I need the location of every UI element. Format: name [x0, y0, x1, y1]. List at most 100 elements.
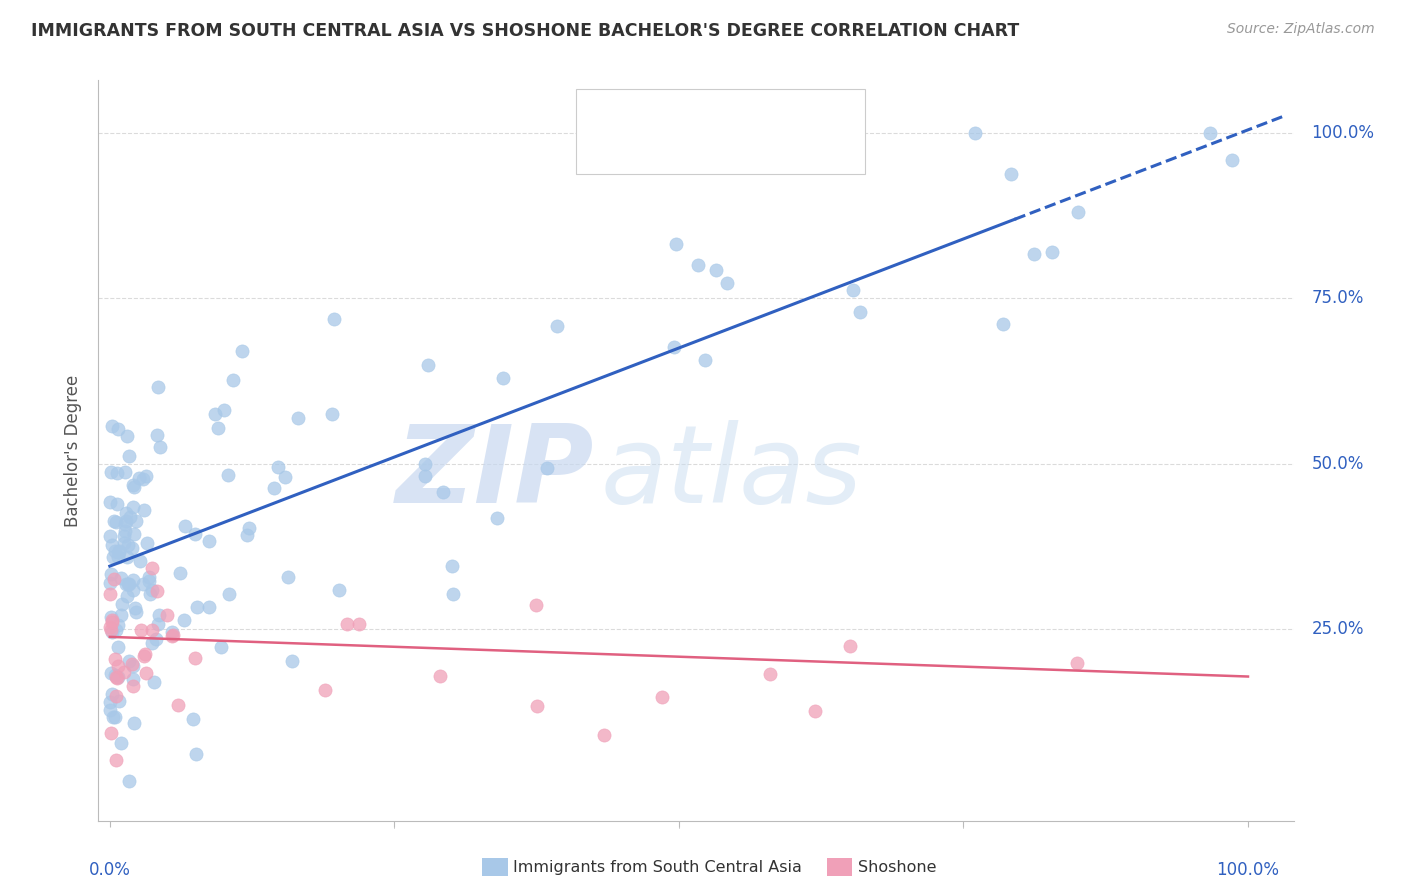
Point — [214, 403, 236, 417]
Point — [274, 470, 297, 484]
Point — [107, 544, 129, 558]
Point — [141, 561, 163, 575]
Point — [132, 502, 155, 516]
Point — [114, 516, 136, 531]
Text: 0.521: 0.521 — [679, 104, 735, 122]
Point — [146, 428, 169, 442]
Point — [115, 506, 138, 520]
Point — [1000, 167, 1022, 181]
Point — [441, 587, 464, 601]
Point — [100, 613, 122, 627]
Point — [100, 687, 122, 701]
Point — [115, 577, 138, 591]
Point — [110, 607, 132, 622]
Point — [335, 616, 357, 631]
Point — [173, 613, 195, 627]
Point — [429, 669, 451, 683]
Point — [107, 618, 129, 632]
Point — [110, 571, 132, 585]
Point — [592, 729, 614, 743]
Point — [132, 649, 155, 664]
Point — [1066, 657, 1088, 671]
Text: -0.140: -0.140 — [679, 134, 744, 152]
Point — [141, 582, 163, 597]
Point — [112, 535, 135, 549]
Point — [134, 647, 156, 661]
Point — [209, 640, 232, 655]
Text: Source: ZipAtlas.com: Source: ZipAtlas.com — [1227, 22, 1375, 37]
Point — [118, 449, 141, 463]
Point — [122, 478, 145, 492]
Point — [110, 736, 132, 750]
Point — [1199, 126, 1222, 140]
Point — [138, 574, 160, 589]
Text: Shoshone: Shoshone — [858, 860, 936, 874]
Point — [121, 583, 143, 598]
Point — [167, 698, 190, 713]
Point — [115, 514, 138, 528]
Point — [105, 467, 128, 481]
Point — [107, 670, 129, 684]
Point — [104, 753, 127, 767]
Point — [146, 583, 169, 598]
Point — [122, 500, 145, 515]
Text: 25.0%: 25.0% — [1312, 620, 1364, 638]
Text: Immigrants from South Central Asia: Immigrants from South Central Asia — [513, 860, 801, 874]
Point — [238, 521, 260, 535]
Point — [132, 577, 155, 591]
Text: N = 40: N = 40 — [742, 134, 810, 152]
Point — [107, 421, 129, 435]
Point — [162, 628, 184, 642]
Point — [100, 465, 122, 479]
Point — [138, 570, 160, 584]
Point — [98, 620, 121, 634]
Point — [103, 514, 125, 528]
Point — [121, 679, 143, 693]
Point — [184, 651, 207, 665]
Point — [184, 527, 207, 541]
Point — [704, 263, 727, 277]
Point — [104, 710, 127, 724]
Point — [120, 510, 142, 524]
Point — [114, 465, 136, 479]
Point — [124, 514, 146, 528]
Point — [416, 358, 439, 372]
Point — [129, 624, 152, 638]
Point — [98, 695, 121, 709]
Point — [263, 481, 285, 495]
Point — [149, 440, 172, 454]
Point — [413, 457, 436, 471]
Point — [104, 652, 127, 666]
Point — [125, 605, 148, 619]
Point — [181, 712, 204, 726]
Point — [100, 419, 122, 434]
Point — [135, 665, 157, 680]
Point — [141, 636, 163, 650]
Point — [122, 673, 145, 687]
Point — [111, 597, 134, 611]
Point — [440, 558, 463, 573]
Point — [115, 428, 138, 442]
Point — [139, 586, 162, 600]
Point — [121, 541, 143, 555]
Point — [546, 318, 568, 333]
Point — [104, 669, 127, 683]
Point — [842, 283, 865, 297]
Point — [695, 353, 717, 368]
Point — [686, 258, 709, 272]
Point — [100, 567, 122, 582]
Point — [101, 710, 124, 724]
Point — [492, 370, 515, 384]
Point — [118, 654, 141, 668]
Point — [107, 550, 129, 565]
Point — [162, 624, 184, 639]
Point — [186, 599, 208, 614]
Point — [838, 639, 860, 653]
Point — [121, 657, 143, 671]
Text: R =: R = — [634, 134, 665, 152]
Point — [143, 675, 166, 690]
Point — [124, 601, 146, 615]
Text: R =: R = — [634, 104, 665, 122]
Point — [121, 659, 143, 673]
Point — [100, 624, 122, 639]
